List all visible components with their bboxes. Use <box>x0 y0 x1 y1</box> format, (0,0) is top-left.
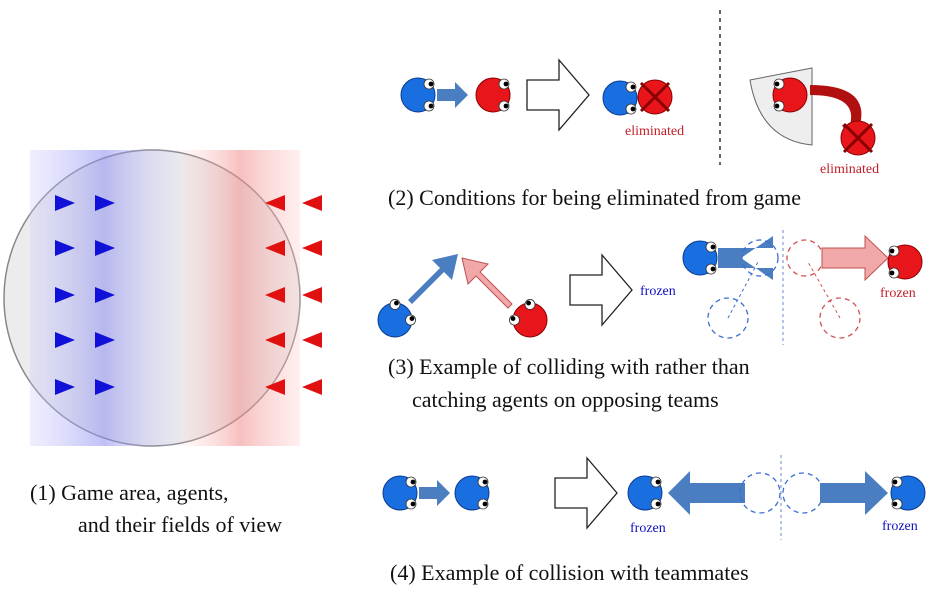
caption: and their fields of view <box>78 512 282 537</box>
elimination-diagram <box>401 10 875 165</box>
caption: (1) Game area, agents, <box>30 480 229 505</box>
caption: (4) Example of collision with teammates <box>390 560 749 585</box>
caption: (3) Example of colliding with rather tha… <box>388 354 750 379</box>
caption: (2) Conditions for being eliminated from… <box>388 185 801 210</box>
caption: catching agents on opposing teams <box>412 387 719 412</box>
eliminated-label: eliminated <box>625 124 684 139</box>
figure: (1) Game area, agents, and their fields … <box>0 0 931 590</box>
game-area <box>4 150 322 446</box>
frozen-label: frozen <box>882 519 918 534</box>
eliminated-label: eliminated <box>820 162 879 177</box>
frozen-label: frozen <box>640 284 676 299</box>
frozen-label: frozen <box>630 521 666 536</box>
frozen-label: frozen <box>880 286 916 301</box>
